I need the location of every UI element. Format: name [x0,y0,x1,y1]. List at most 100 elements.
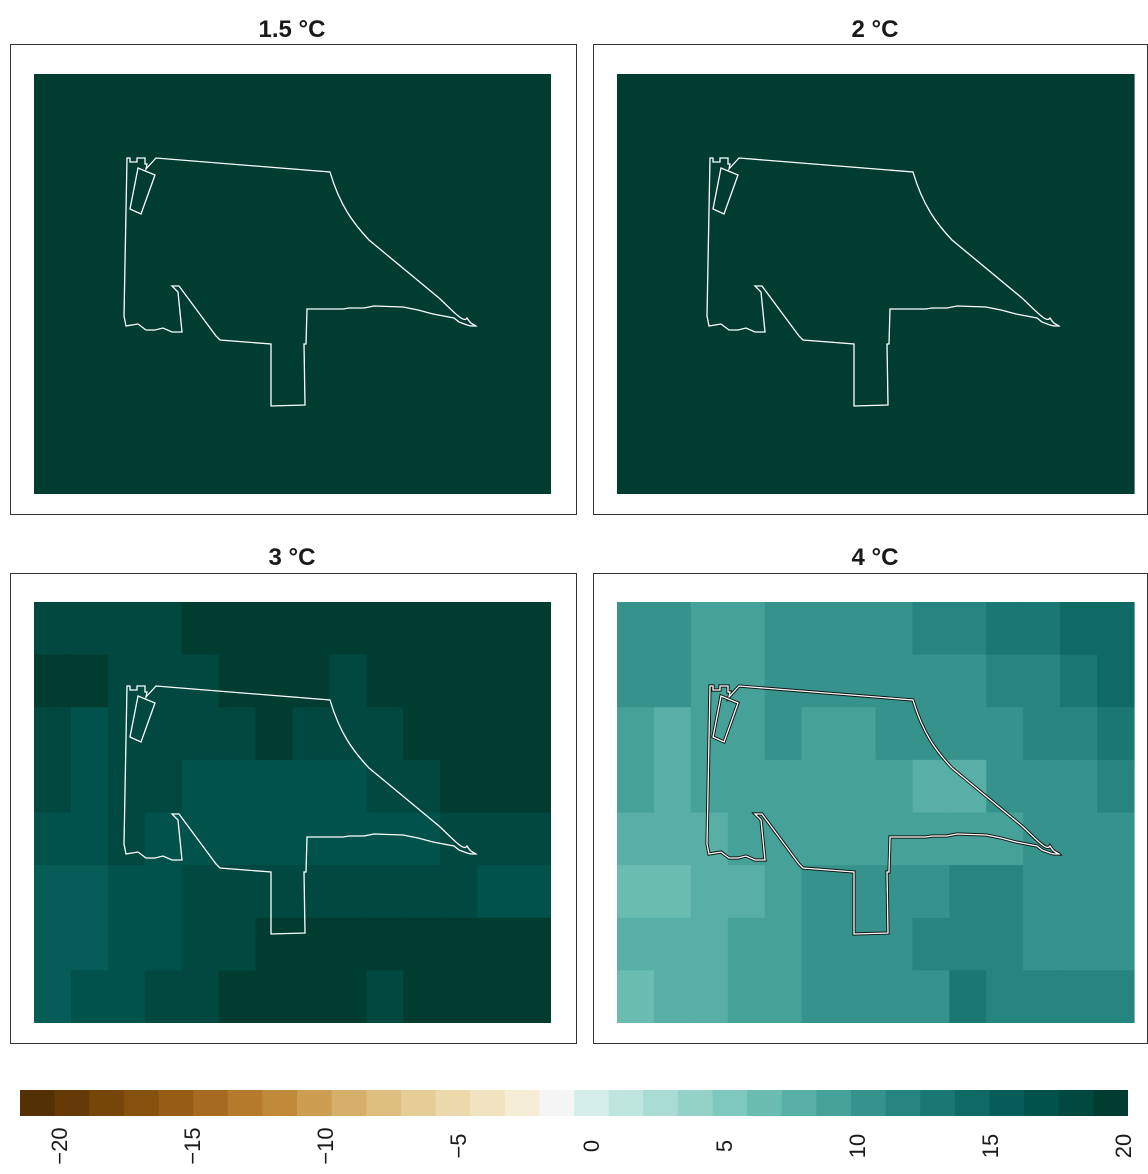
raster-cell [653,126,692,180]
raster-cell [875,759,914,814]
raster-cell [1060,336,1098,390]
colorbar-segment [712,1090,748,1116]
raster-cell [653,602,692,656]
raster-cell [181,917,220,971]
raster-cell [1097,284,1135,338]
raster-cell [1060,284,1098,338]
raster-cell [477,389,515,443]
raster-cell [514,759,551,814]
raster-cell [70,441,109,494]
raster-cell [801,231,840,285]
raster-cell [912,389,950,443]
raster-cell [838,389,877,443]
raster-cell [329,970,367,1023]
raster-cell [1023,602,1061,656]
raster-cell [875,865,914,919]
raster-cell [838,654,877,708]
boundary-outline [123,685,478,935]
raster-cell [1097,389,1135,443]
raster-cell [144,441,183,494]
raster-cell [181,231,220,285]
colorbar-segment [435,1090,471,1116]
colorbar-segment [331,1090,367,1116]
raster-cell [514,179,551,233]
raster-cell [292,812,331,866]
raster-cell [255,759,294,814]
raster-cell [440,126,478,180]
raster-cell [34,707,72,761]
raster-cell [292,707,331,761]
raster-cell [70,707,109,761]
raster-cell [107,602,146,656]
boundary-outline [123,157,478,407]
raster-cell [727,865,766,919]
raster-cell [218,231,257,285]
raster-cell [440,74,478,128]
raster-cell [366,917,404,971]
raster-cell [255,126,294,180]
boundary-outline [712,695,739,743]
raster-cell [617,602,655,656]
raster-cell [440,179,478,233]
raster-cell [514,74,551,128]
raster-cell [1023,970,1061,1023]
raster-cell [727,654,766,708]
raster-cell [144,865,183,919]
raster-cell [653,759,692,814]
raster-cell [514,865,551,919]
raster-cell [690,389,729,443]
raster-cell [440,759,478,814]
raster-cell [801,179,840,233]
raster-cell [617,74,655,128]
raster-cell [107,231,146,285]
colorbar-tick-label: 20 [1111,1133,1136,1159]
raster-cell [727,336,766,390]
raster-cell [875,707,914,761]
raster-cell [70,654,109,708]
raster-cell [70,812,109,866]
raster-cell [255,602,294,656]
raster-cell [653,179,692,233]
raster-cell [1023,126,1061,180]
raster-cell [801,812,840,866]
raster-cell [514,231,551,285]
raster-cell [329,812,367,866]
raster-cell [181,126,220,180]
raster-cell [144,917,183,971]
raster-cell [912,970,950,1023]
raster-cell [34,336,72,390]
raster-cell [34,654,72,708]
raster-cell [1097,126,1135,180]
raster-cell [218,707,257,761]
raster-cell [255,707,294,761]
raster-cell [403,759,441,814]
raster-cell [366,336,404,390]
raster-cell [653,231,692,285]
raster-cell [838,74,877,128]
raster-cell [875,74,914,128]
colorbar-segment [747,1090,783,1116]
raster-cell [1097,865,1135,919]
raster-cell [690,602,729,656]
raster-cell [653,865,692,919]
raster-cell [986,231,1024,285]
raster-cell [181,707,220,761]
raster-cell [727,284,766,338]
raster-cell [440,602,478,656]
raster-cell [1060,707,1098,761]
raster-cell [875,389,914,443]
raster-cell [329,389,367,443]
raster-cell [477,865,515,919]
raster-cell [875,336,914,390]
raster-cell [764,759,803,814]
raster-cell [34,970,72,1023]
raster-cell [1060,602,1098,656]
raster-cell [292,74,331,128]
raster-cell [949,389,987,443]
raster-cell [181,74,220,128]
raster-cell [34,284,72,338]
raster-cell [514,602,551,656]
raster-cell [403,336,441,390]
raster-cell [653,970,692,1023]
raster-cell [727,759,766,814]
